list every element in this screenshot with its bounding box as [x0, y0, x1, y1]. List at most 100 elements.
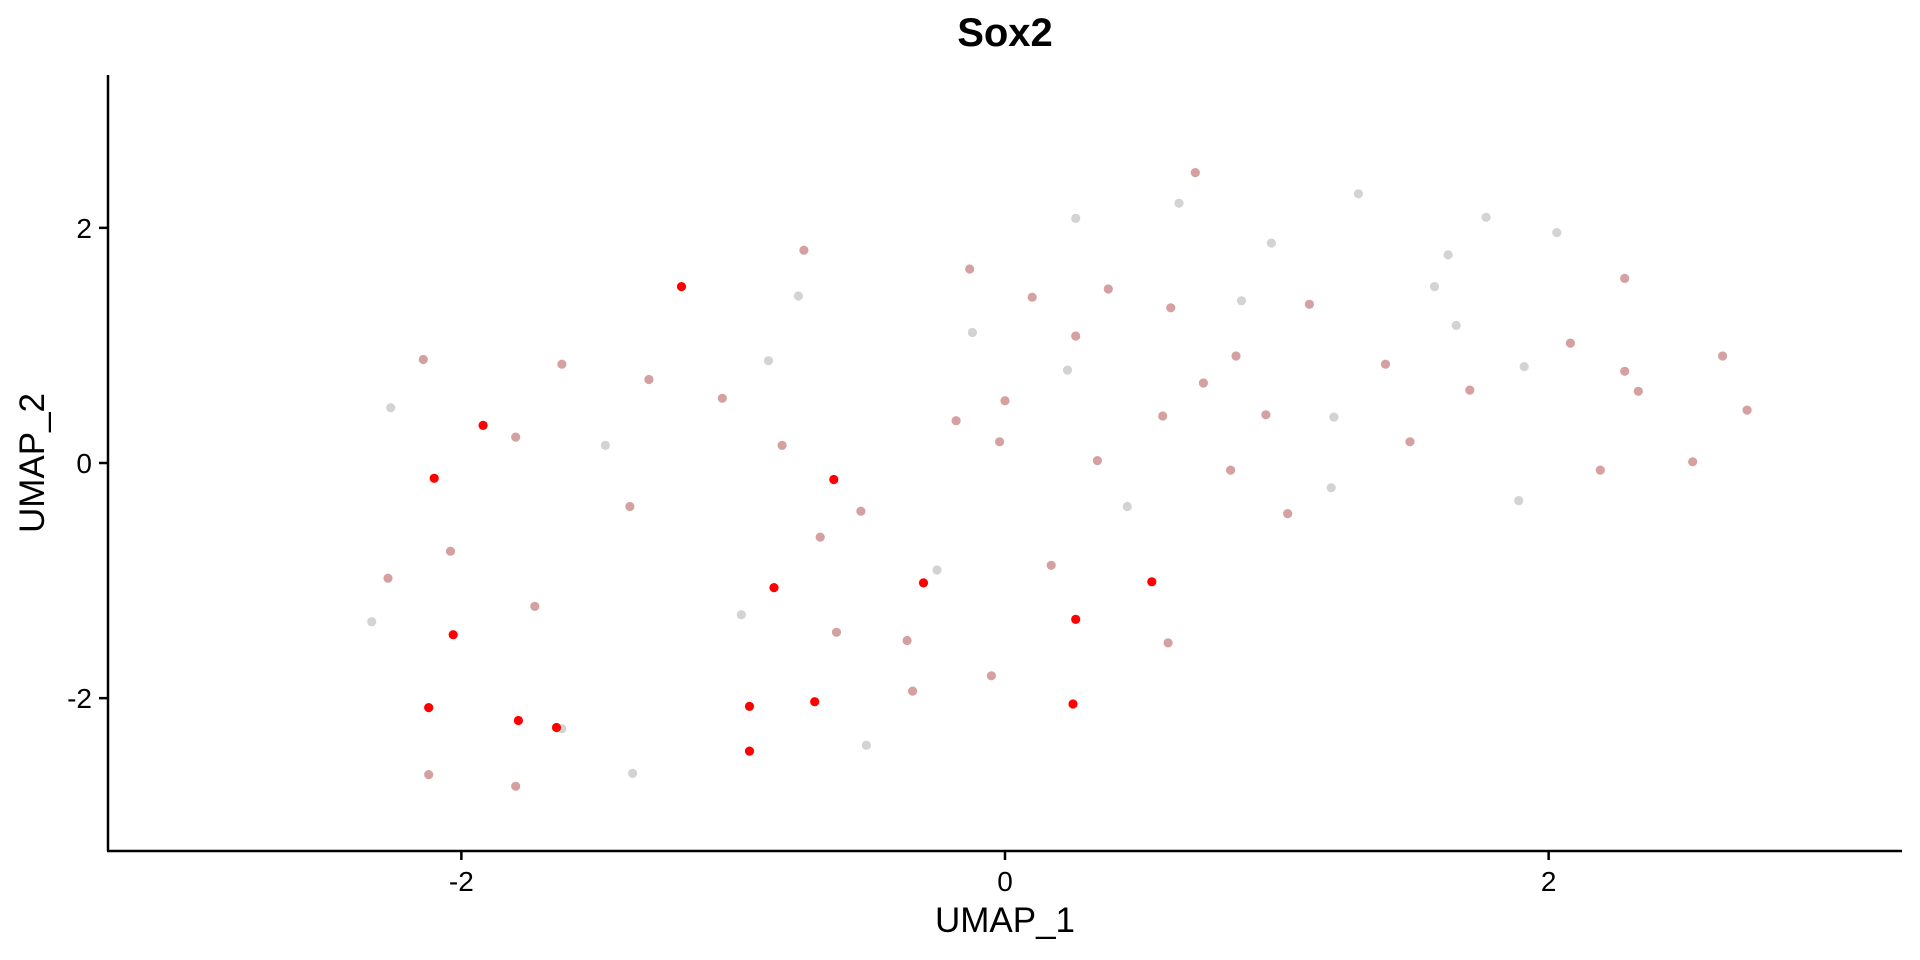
data-point	[1062, 365, 1073, 375]
data-point	[951, 416, 961, 426]
data-point	[1174, 198, 1184, 208]
chart-title: Sox2	[957, 11, 1053, 55]
data-point	[1620, 366, 1630, 376]
data-point	[1198, 378, 1208, 388]
data-point	[1451, 320, 1461, 330]
data-point	[513, 715, 524, 726]
y-tick-label: -2	[67, 683, 92, 714]
data-point	[1620, 273, 1630, 283]
data-point	[1718, 351, 1728, 361]
data-point	[1742, 405, 1752, 415]
data-point	[1261, 410, 1271, 420]
data-point	[815, 532, 825, 542]
data-point	[1236, 296, 1247, 306]
data-point	[986, 671, 997, 681]
data-point	[744, 701, 755, 712]
data-point	[1688, 457, 1698, 467]
data-point	[551, 722, 562, 733]
data-point	[1595, 465, 1605, 475]
data-point	[799, 245, 809, 255]
data-point	[383, 573, 393, 583]
points-layer	[367, 168, 1752, 791]
data-point	[1103, 284, 1113, 294]
data-point	[1552, 228, 1562, 238]
data-point	[1046, 560, 1056, 570]
y-tick-label: 0	[76, 448, 92, 479]
data-point	[424, 703, 434, 713]
data-point	[1092, 456, 1102, 466]
data-point	[736, 610, 746, 620]
data-point	[1071, 213, 1081, 223]
data-point	[856, 506, 866, 516]
data-point	[995, 437, 1005, 447]
data-point	[1329, 412, 1339, 422]
data-point	[530, 601, 540, 612]
data-point	[1565, 338, 1575, 348]
data-point	[1514, 496, 1524, 506]
data-point	[386, 403, 396, 413]
data-point	[965, 264, 975, 274]
data-point	[1166, 303, 1176, 313]
data-point	[769, 583, 779, 593]
data-point	[861, 740, 872, 750]
y-axis-title: UMAP_2	[13, 393, 52, 533]
data-point	[1231, 351, 1241, 361]
y-tick-label: 2	[76, 213, 92, 244]
data-point	[1071, 614, 1081, 625]
data-point	[1158, 411, 1168, 421]
data-point	[1163, 638, 1173, 648]
data-point	[445, 546, 456, 556]
data-point	[717, 393, 727, 403]
data-point	[478, 420, 488, 430]
x-tick-label: -2	[449, 866, 474, 897]
data-point	[429, 473, 439, 483]
x-tick-label: 0	[997, 866, 1013, 897]
data-point	[1353, 189, 1363, 199]
data-point	[448, 630, 458, 640]
data-point	[600, 440, 611, 450]
data-point	[628, 768, 638, 779]
data-point	[1071, 331, 1081, 341]
data-point	[831, 627, 842, 637]
data-point	[1266, 238, 1276, 248]
data-point	[511, 781, 521, 791]
data-point	[908, 686, 918, 696]
data-point	[1429, 282, 1440, 292]
data-point	[1443, 250, 1453, 260]
data-point	[744, 746, 755, 756]
data-point	[1122, 501, 1132, 512]
data-point	[918, 578, 929, 588]
data-point	[557, 359, 567, 369]
data-point	[1633, 386, 1643, 396]
data-point	[511, 432, 521, 442]
data-point	[418, 354, 428, 365]
data-point	[902, 635, 912, 646]
data-point	[1380, 359, 1391, 369]
data-point	[1481, 212, 1491, 222]
data-point	[1304, 299, 1314, 309]
data-point	[1068, 699, 1078, 709]
data-point	[793, 291, 804, 301]
x-ticks: -2 0 2	[449, 851, 1557, 897]
data-point	[1027, 292, 1037, 302]
data-point	[777, 440, 787, 450]
y-ticks: 2 0 -2	[67, 213, 108, 714]
data-point	[1405, 437, 1415, 447]
data-point	[1326, 483, 1336, 493]
data-point	[829, 474, 839, 485]
data-point	[810, 697, 820, 707]
data-point	[1147, 577, 1157, 587]
data-point	[1190, 168, 1200, 178]
data-point	[763, 356, 774, 366]
data-point	[367, 617, 377, 627]
x-axis-title: UMAP_1	[935, 901, 1075, 940]
data-point	[1226, 465, 1236, 475]
data-point	[1519, 362, 1529, 372]
data-point	[1000, 396, 1010, 406]
data-point	[967, 327, 978, 338]
data-point	[1465, 385, 1475, 395]
data-point	[676, 282, 687, 292]
data-point	[424, 770, 434, 780]
x-tick-label: 2	[1541, 866, 1557, 897]
